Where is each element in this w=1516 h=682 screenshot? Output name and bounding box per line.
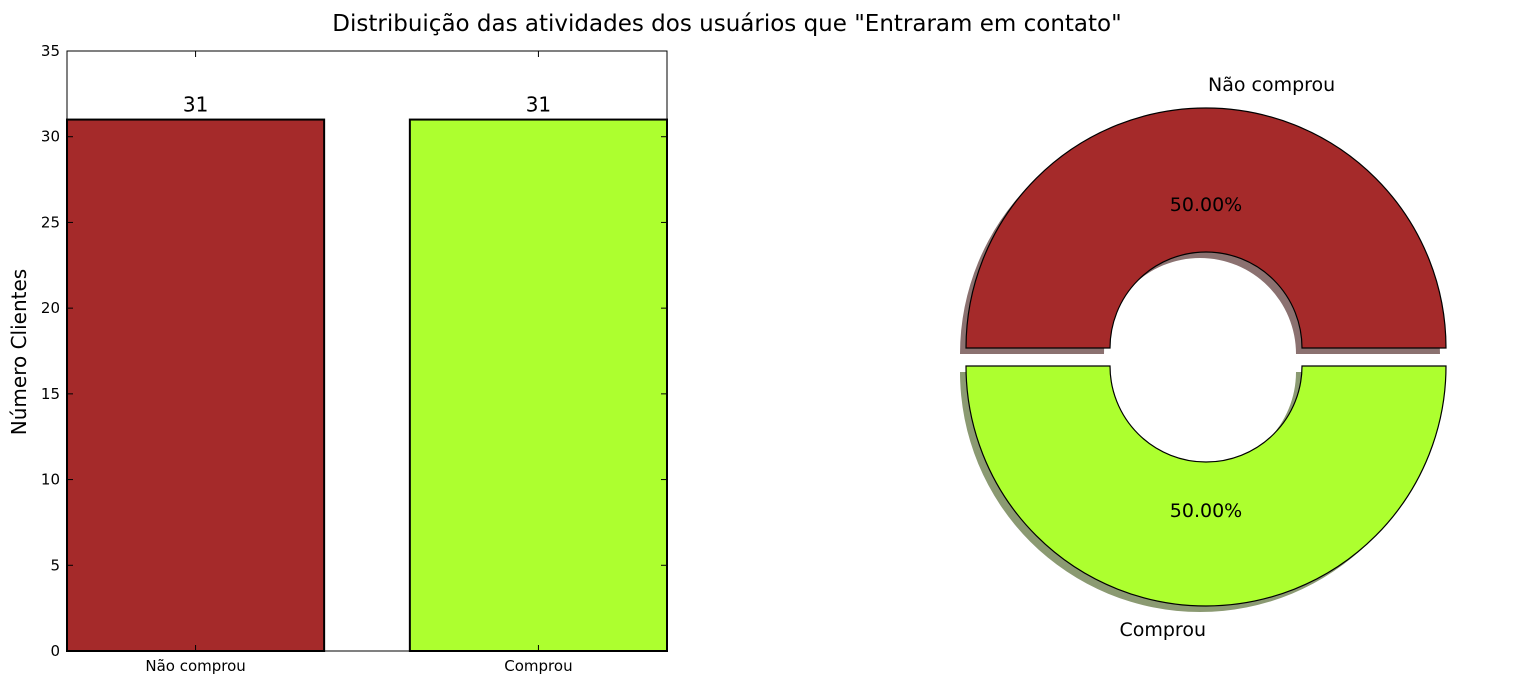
- y-tick-label: 35: [41, 42, 60, 60]
- y-tick-label: 20: [41, 299, 60, 317]
- y-tick-label: 10: [41, 471, 60, 489]
- pie-slice: [965, 107, 1447, 349]
- y-tick-label: 0: [50, 642, 60, 660]
- pie-category-label: Comprou: [1119, 619, 1206, 641]
- pie-percent-label: 50.00%: [1170, 500, 1242, 522]
- bar: [408, 118, 668, 653]
- pie-slice: [965, 365, 1447, 607]
- figure-title: Distribuição das atividades dos usuários…: [332, 11, 1121, 37]
- bar-value-label: 31: [526, 93, 551, 117]
- x-tick-label: Comprou: [504, 657, 572, 675]
- bar-value-label: 31: [183, 93, 208, 117]
- y-tick-label: 25: [41, 213, 60, 231]
- pie-chart: 50.00% 50.00% Não comprou Comprou: [960, 74, 1447, 641]
- bar: [66, 118, 326, 653]
- bar-chart-ylabel: Número Clientes: [7, 269, 31, 435]
- plot-frame: [66, 50, 668, 652]
- y-tick-label: 5: [50, 556, 60, 574]
- bar-chart: 31 Não comprou 31 Comprou 0 5 10 15 20 25 30 35: [41, 42, 668, 675]
- x-tick-label: Não comprou: [145, 657, 245, 675]
- y-tick-label: 30: [41, 128, 60, 146]
- pie-percent-label: 50.00%: [1170, 194, 1242, 216]
- pie-category-label: Não comprou: [1208, 74, 1335, 96]
- y-tick-label: 15: [41, 385, 60, 403]
